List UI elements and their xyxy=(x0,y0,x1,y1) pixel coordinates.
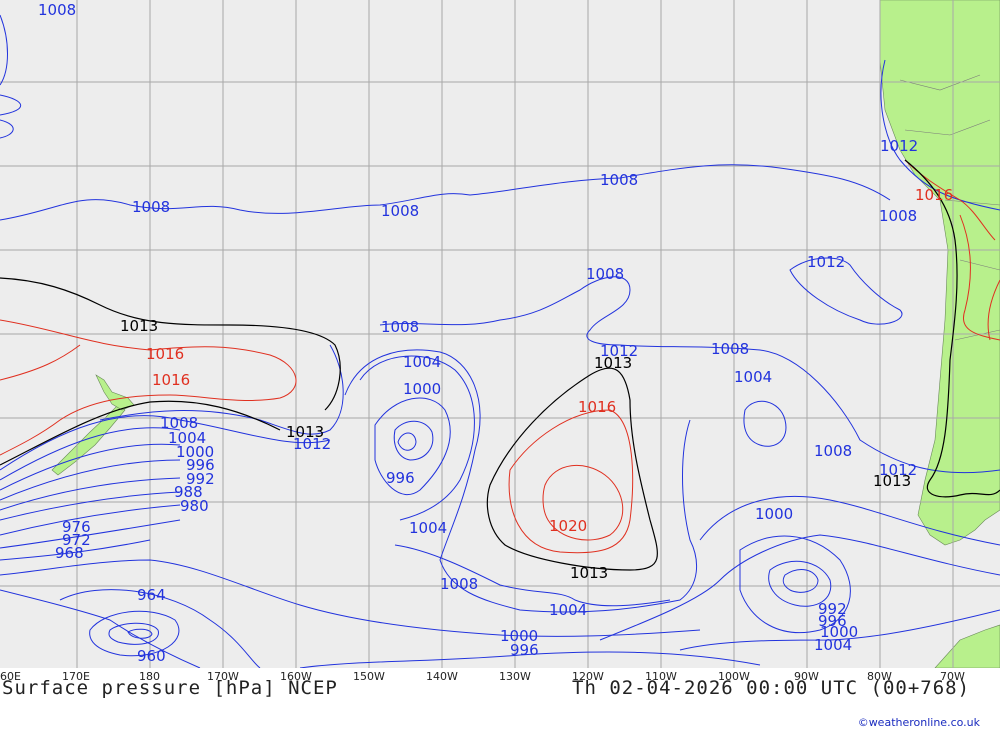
isobar-label: 996 xyxy=(386,469,415,487)
isobar-label: 1016 xyxy=(152,371,190,389)
isobar-label: 1013 xyxy=(873,472,911,490)
longitude-label: 110W xyxy=(645,670,677,683)
isobar-label: 1000 xyxy=(403,380,441,398)
isobar-label: 1000 xyxy=(176,443,214,461)
isobar-label: 1004 xyxy=(814,636,852,654)
new-zealand-north xyxy=(95,374,135,411)
isobar-label: 996 xyxy=(186,456,215,474)
isobar-label: 1008 xyxy=(711,340,749,358)
isobar-label: 1008 xyxy=(381,202,419,220)
high-pressure-isobars xyxy=(0,159,1000,554)
map-footer xyxy=(0,668,1000,733)
isobar-label: 1008 xyxy=(440,575,478,593)
isobar-label: 1013 xyxy=(570,564,608,582)
isobar-label: 1004 xyxy=(734,368,772,386)
isobar-label: 1013 xyxy=(286,423,324,441)
isobar-label: 1004 xyxy=(403,353,441,371)
south-america-land xyxy=(879,0,1000,546)
isobar-label: 996 xyxy=(510,641,539,659)
isobar-label: 1008 xyxy=(586,265,624,283)
longitude-label: 160W xyxy=(280,670,312,683)
isobar-label: 1008 xyxy=(814,442,852,460)
longitude-label: 130W xyxy=(499,670,531,683)
isobar-label: 980 xyxy=(180,497,209,515)
longitude-label: 150W xyxy=(353,670,385,683)
longitude-label: 170W xyxy=(207,670,239,683)
isobar-labels: 1008 1008 1008 1008 1012 1016 1008 1008 … xyxy=(38,1,953,665)
longitude-label: 120W xyxy=(572,670,604,683)
isobar-label: 1004 xyxy=(168,429,206,447)
isobar-label: 960 xyxy=(137,647,166,665)
isobar-label: 1000 xyxy=(500,627,538,645)
longitude-label: 70W xyxy=(940,670,965,683)
isobar-label: 992 xyxy=(186,470,215,488)
isobar-label: 996 xyxy=(818,612,847,630)
isobar-label: 1008 xyxy=(132,198,170,216)
map-title: Surface pressure [hPa] NCEP xyxy=(2,677,338,699)
isobar-label: 1016 xyxy=(146,345,184,363)
credit-link[interactable]: ©weatheronline.co.uk xyxy=(857,716,980,729)
antarctic-peninsula xyxy=(934,624,1000,668)
isobar-label: 1012 xyxy=(293,435,331,453)
isobar-label: 1013 xyxy=(120,317,158,335)
isobar-label: 1008 xyxy=(381,318,419,336)
isobar-label: 1013 xyxy=(594,354,632,372)
isobar-label: 968 xyxy=(55,544,84,562)
country-borders xyxy=(899,74,1000,341)
mean-isobar-1013 xyxy=(0,159,1000,571)
longitude-label: 170E xyxy=(62,670,90,683)
isobar-label: 992 xyxy=(818,600,847,618)
pressure-map: 1008 1008 1008 1008 1012 1016 1008 1008 … xyxy=(0,0,1000,668)
isobar-label: 976 xyxy=(62,518,91,536)
isobar-label: 988 xyxy=(174,483,203,501)
longitude-label: 80W xyxy=(867,670,892,683)
isobar-label: 1004 xyxy=(409,519,447,537)
isobar-label: 1008 xyxy=(879,207,917,225)
isobar-label: 972 xyxy=(62,531,91,549)
isobar-label: 1012 xyxy=(600,342,638,360)
isobar-label: 1016 xyxy=(578,398,616,416)
isobar-label: 1012 xyxy=(879,461,917,479)
isobar-label: 1000 xyxy=(755,505,793,523)
longitude-label: 140W xyxy=(426,670,458,683)
new-zealand-south xyxy=(51,404,126,476)
longitude-label: 60E xyxy=(0,670,21,683)
isobar-label: 1008 xyxy=(600,171,638,189)
isobar-label: 964 xyxy=(137,586,166,604)
longitude-label: 100W xyxy=(718,670,750,683)
isobar-label: 1000 xyxy=(820,623,858,641)
low-pressure-isobars xyxy=(0,14,1000,668)
forecast-datetime: Th 02-04-2026 00:00 UTC (00+768) xyxy=(572,677,971,699)
isobar-label: 1020 xyxy=(549,517,587,535)
isobar-label: 1016 xyxy=(915,186,953,204)
longitude-label: 180 xyxy=(139,670,160,683)
isobar-label: 1004 xyxy=(549,601,587,619)
isobar-label: 1008 xyxy=(160,414,198,432)
isobar-label: 1012 xyxy=(880,137,918,155)
isobar-label: 1012 xyxy=(807,253,845,271)
isobar-label: 1008 xyxy=(38,1,76,19)
map-canvas: 1008 1008 1008 1008 1012 1016 1008 1008 … xyxy=(0,0,1000,668)
longitude-label: 90W xyxy=(794,670,819,683)
